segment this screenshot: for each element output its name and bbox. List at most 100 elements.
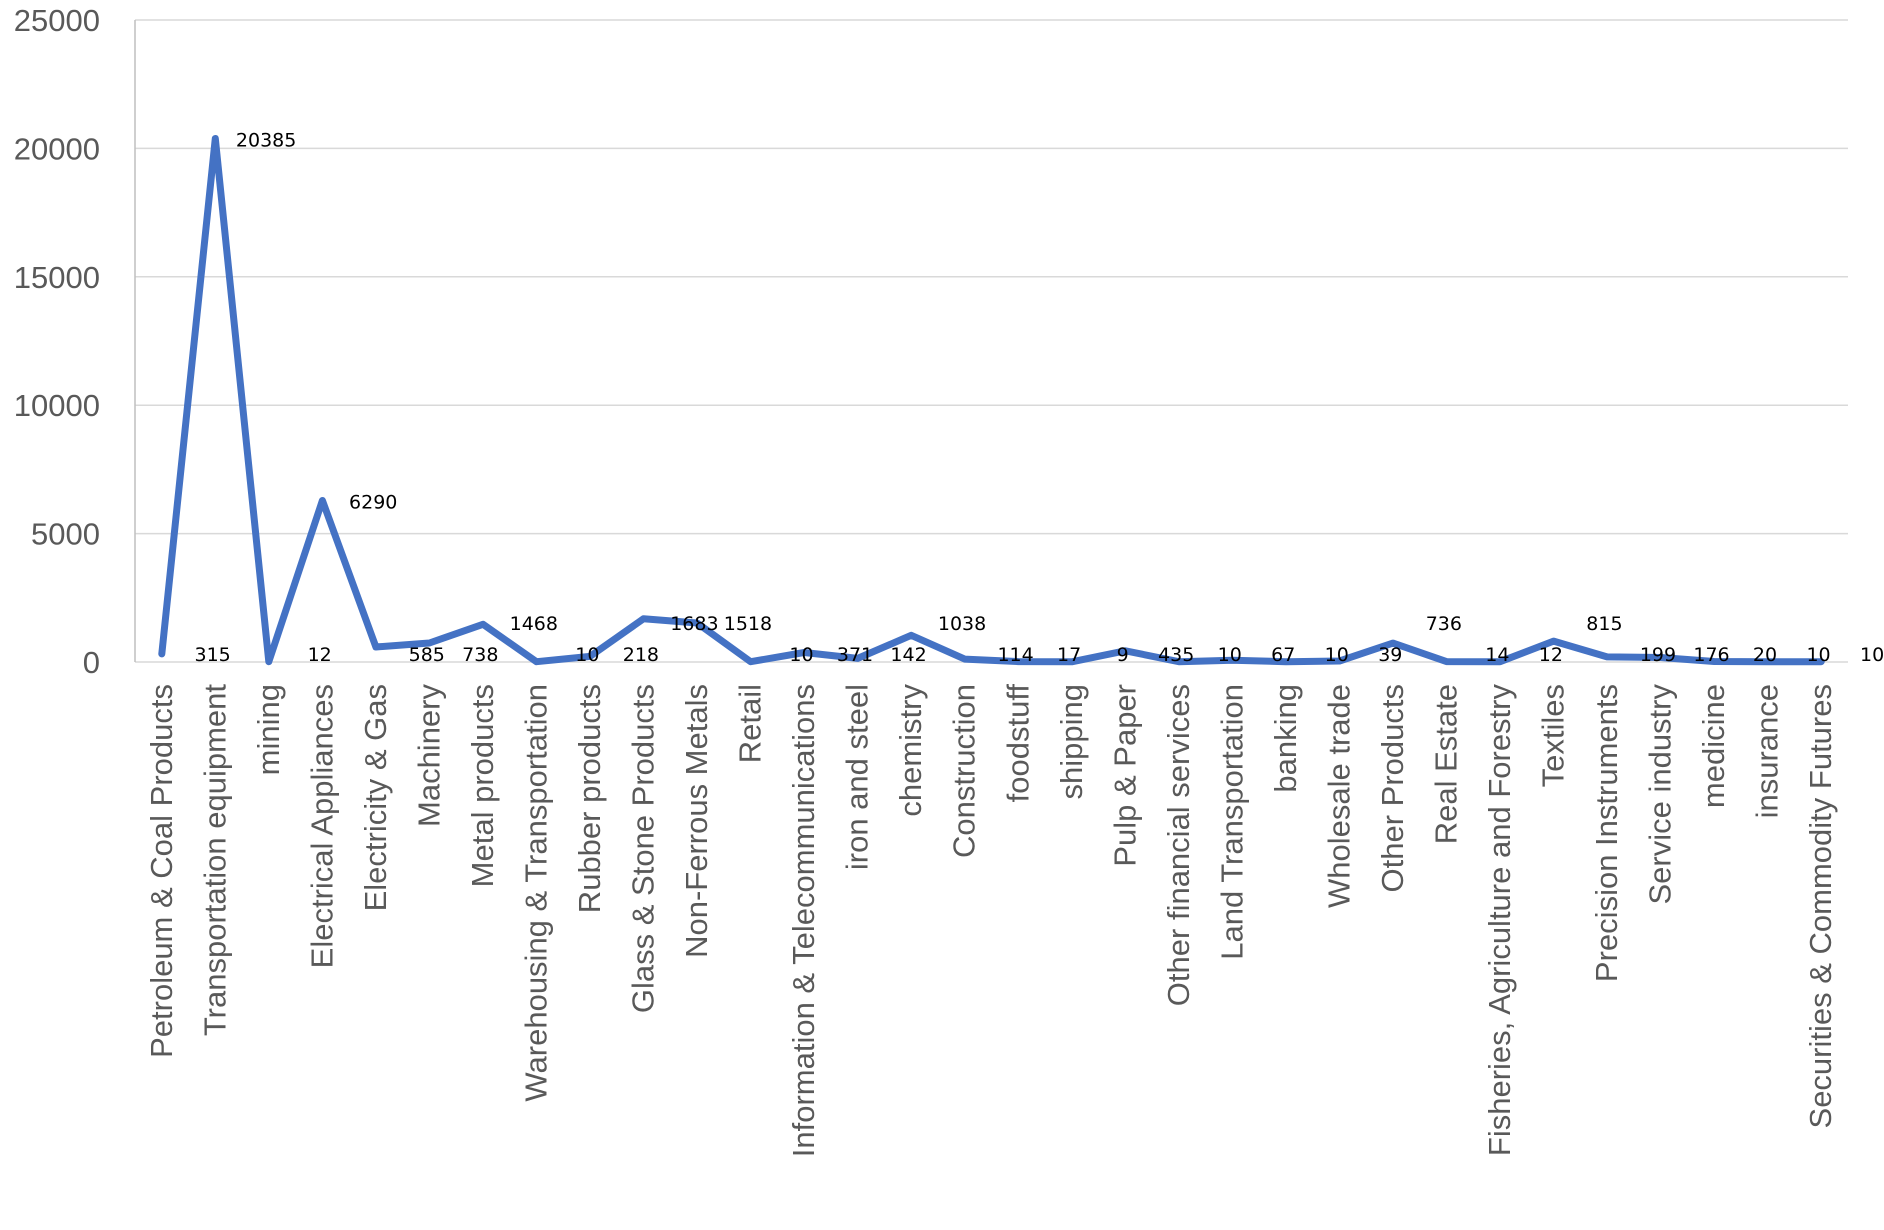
x-tick-label: insurance [1750,684,1785,818]
x-tick-label: Fisheries, Agriculture and Forestry [1482,684,1517,1157]
x-tick-label: Pulp & Paper [1107,684,1142,867]
data-label: 199 [1640,644,1676,666]
x-tick-label: Non-Ferrous Metals [679,684,714,958]
x-tick-label: Textiles [1536,684,1571,787]
x-tick-label: chemistry [893,684,928,817]
data-label: 10 [575,644,599,666]
data-label: 67 [1271,644,1295,666]
x-tick-label: Electricity & Gas [358,684,393,911]
data-point [1604,653,1611,660]
x-tick-label: Service industry [1643,684,1678,905]
data-label: 17 [1057,644,1081,666]
data-point [533,658,540,665]
x-tick-label: foodstuff [1000,684,1035,803]
data-label: 10 [789,644,813,666]
data-label: 371 [837,644,873,666]
data-label: 9 [1117,644,1129,666]
x-tick-label: Glass & Stone Products [626,684,661,1013]
data-point [158,650,165,657]
y-tick-label: 0 [83,645,100,680]
y-tick-label: 10000 [14,388,100,423]
data-label: 10 [1860,644,1884,666]
data-label: 176 [1693,644,1729,666]
y-tick-label: 5000 [31,517,100,552]
data-point [747,658,754,665]
data-point [1443,658,1450,665]
data-point [1282,658,1289,665]
data-point [961,656,968,663]
data-point [1336,657,1343,664]
data-label: 20 [1753,644,1777,666]
data-point [1497,658,1504,665]
series-line-group [158,135,1825,666]
data-point [908,632,915,639]
x-tick-label: Transportation equipment [197,684,232,1036]
y-tick-label: 20000 [14,131,100,166]
data-label: 39 [1378,644,1402,666]
x-tick-label: Land Transportation [1214,684,1249,960]
data-label: 315 [194,644,230,666]
data-label: 585 [409,644,445,666]
x-tick-label: Machinery [411,684,446,827]
data-point [640,615,647,622]
x-tick-label: Information & Telecommunications [786,684,821,1157]
data-label: 12 [308,644,332,666]
x-tick-label: Warehousing & Transportation [518,684,553,1102]
x-tick-label: iron and steel [840,684,875,870]
data-label: 14 [1485,644,1509,666]
data-point [1764,658,1771,665]
data-label: 10 [1218,644,1242,666]
data-point [265,658,272,665]
x-tick-label: Metal products [465,684,500,887]
data-label: 1518 [724,613,772,635]
data-point [212,135,219,142]
data-label: 1683 [670,613,718,635]
data-label: 1468 [510,613,558,635]
x-tick-label: medicine [1696,684,1731,808]
x-tick-label: Other Products [1375,684,1410,892]
x-tick-label: banking [1268,684,1303,793]
data-label: 6290 [349,491,397,513]
x-tick-label: Other financial services [1161,684,1196,1006]
data-point [1389,640,1396,647]
data-label: 738 [462,644,498,666]
data-label: 114 [997,644,1033,666]
x-tick-label: Construction [947,684,982,858]
data-point [1657,654,1664,661]
data-point [1068,658,1075,665]
x-axis-tick-labels: Petroleum & Coal Products Transportation … [144,684,1838,1158]
data-point [694,620,701,627]
x-tick-label: Petroleum & Coal Products [144,684,179,1058]
data-label: 1038 [938,613,986,635]
x-tick-label: Precision Instruments [1589,684,1624,982]
x-tick-label: mining [251,684,286,775]
data-point [854,655,861,662]
x-tick-label: Real Estate [1429,684,1464,844]
data-point [479,621,486,628]
data-point [1015,658,1022,665]
data-point [587,653,594,660]
y-tick-label: 15000 [14,260,100,295]
data-label: 12 [1539,644,1563,666]
data-label: 815 [1586,613,1622,635]
y-tick-label: 25000 [14,3,100,38]
data-point [1818,658,1825,665]
data-label: 736 [1426,613,1462,635]
data-point [1175,658,1182,665]
data-point [372,643,379,650]
data-point [801,649,808,656]
x-tick-label: Electrical Appliances [304,684,339,968]
data-point [319,497,326,504]
data-label: 10 [1325,644,1349,666]
data-point [426,640,433,647]
series-line [158,135,1825,666]
x-tick-label: Securities & Commodity Futures [1803,684,1838,1128]
data-point [1122,647,1129,654]
y-axis-tick-labels: 0 5000 10000 15000 20000 25000 [14,3,100,680]
x-tick-label: Wholesale trade [1321,684,1356,908]
data-point [1711,658,1718,665]
data-label: 20385 [236,130,296,152]
gridlines [134,19,1848,663]
